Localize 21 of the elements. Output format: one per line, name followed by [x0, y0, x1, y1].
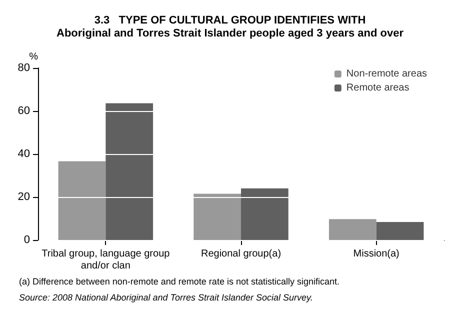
x-tick-label: Regional group(a)	[200, 248, 282, 260]
source-note: Source: 2008 National Aboriginal and Torres Strait Islander Social Survey.	[19, 292, 313, 302]
legend-label: Remote areas	[346, 82, 410, 94]
chart-title: 3.3 TYPE OF CULTURAL GROUP IDENTIFIES WITH	[94, 14, 366, 26]
y-tick-label: 20	[18, 191, 30, 203]
x-tick-label: Tribal group, language group and/or clan	[42, 248, 170, 272]
bar	[58, 161, 106, 240]
text: (a) Difference between non-remote and remote rate is not statistically significant.	[19, 276, 340, 286]
y-tick-label: 60	[18, 105, 30, 117]
y-tick-label: 40	[18, 148, 30, 160]
bar	[328, 219, 376, 240]
legend-label: Non-remote areas	[346, 68, 428, 80]
bar	[241, 188, 288, 240]
bar	[106, 103, 154, 240]
y-axis-title: %	[29, 52, 38, 62]
y-tick-label: 80	[18, 62, 30, 74]
bar	[194, 194, 241, 240]
bar	[376, 222, 424, 240]
y-tick-label: 0	[24, 234, 30, 246]
chart-subtitle: Aboriginal and Torres Strait Islander people aged 3 years and over	[56, 28, 404, 40]
x-tick-label: Mission(a)	[353, 248, 400, 260]
